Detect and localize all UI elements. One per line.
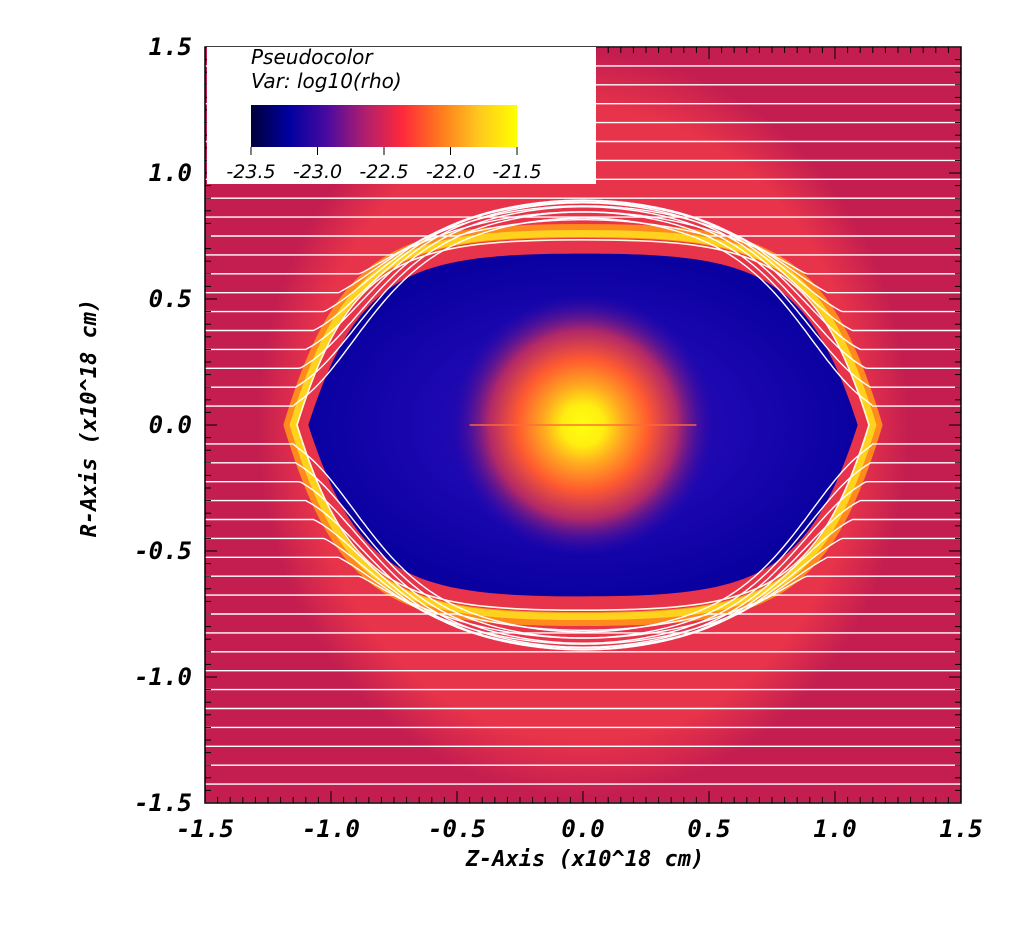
y-axis: 1.5 1.0 0.5 0.0 -0.5 -1.0 -1.5 <box>134 33 961 817</box>
y-tick-label: 0.5 <box>149 285 192 313</box>
colorbar <box>251 105 517 147</box>
field-line <box>205 219 961 237</box>
colorbar-tick-label: -21.5 <box>492 161 541 183</box>
x-tick-label: 0.0 <box>561 815 604 843</box>
field-line <box>205 206 961 369</box>
field-line <box>205 499 961 648</box>
y-tick-label: -0.5 <box>134 537 192 565</box>
field-line <box>205 199 961 313</box>
field-line <box>205 518 961 651</box>
x-tick-label: 0.5 <box>687 815 730 843</box>
field-line <box>205 211 961 256</box>
colorbar-tick-label: -22.0 <box>426 161 475 183</box>
legend-plot-type: Pseudocolor <box>251 45 374 69</box>
legend-box: Pseudocolor Var: log10(rho) -23.5 -23.0 -2… <box>207 45 596 184</box>
colorbar-tick-label: -22.5 <box>359 161 408 183</box>
field-lines <box>205 47 961 803</box>
field-line <box>205 217 961 407</box>
field-line <box>205 205 961 275</box>
y-tick-label: 1.5 <box>149 33 192 61</box>
x-axis: -1.5 -1.0 -0.5 0.0 0.5 1.0 1.5 <box>176 47 983 843</box>
y-tick-label: 0.0 <box>149 411 192 439</box>
field-line <box>205 201 961 294</box>
x-tick-label: 1.5 <box>939 815 982 843</box>
legend-variable: Var: log10(rho) <box>251 69 402 93</box>
field-line <box>205 575 961 645</box>
y-axis-title: R-Axis (x10^18 cm) <box>77 299 102 537</box>
colorbar-tick-label: -23.5 <box>226 161 275 183</box>
x-tick-label: -0.5 <box>428 815 486 843</box>
y-tick-label: -1.5 <box>134 789 192 817</box>
field-line <box>205 481 961 644</box>
x-tick-label: 1.0 <box>813 815 856 843</box>
shell-inner-line <box>296 238 870 612</box>
y-tick-label: -1.0 <box>134 663 192 691</box>
field-line <box>205 202 961 351</box>
y-tick-label: 1.0 <box>149 159 192 187</box>
field-line <box>205 613 961 631</box>
colorbar-ticks: -23.5 -23.0 -22.5 -22.0 -21.5 <box>226 147 542 183</box>
field-line <box>205 443 961 633</box>
x-tick-label: -1.5 <box>176 815 234 843</box>
field-line <box>205 462 961 639</box>
field-line <box>205 556 961 649</box>
x-tick-label: -1.0 <box>302 815 360 843</box>
x-axis-title: Z-Axis (x10^18 cm) <box>465 847 704 872</box>
colorbar-tick-label: -23.0 <box>293 161 342 183</box>
